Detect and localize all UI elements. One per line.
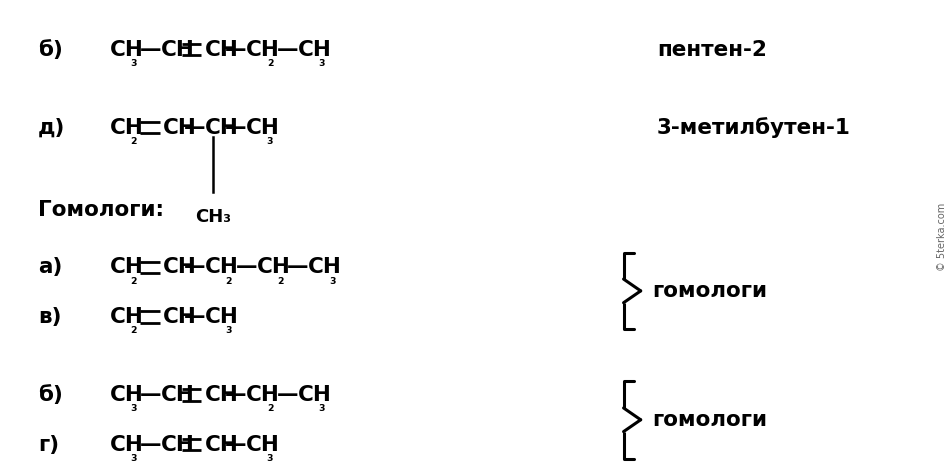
Text: CH: CH — [161, 435, 195, 455]
Text: ₃: ₃ — [319, 54, 325, 69]
Text: CH₃: CH₃ — [195, 208, 231, 226]
Text: Гомологи:: Гомологи: — [38, 201, 164, 220]
Text: гомологи: гомологи — [652, 410, 767, 429]
Text: CH: CH — [298, 385, 332, 405]
Text: пентен-2: пентен-2 — [657, 40, 766, 60]
Text: CH: CH — [163, 118, 197, 138]
Text: б): б) — [38, 40, 63, 60]
Text: CH: CH — [205, 40, 239, 60]
Text: д): д) — [38, 118, 66, 138]
Text: CH: CH — [205, 307, 239, 327]
Text: ₃: ₃ — [267, 132, 273, 147]
Text: —: — — [226, 40, 247, 60]
Text: ₂: ₂ — [130, 132, 136, 147]
Text: —: — — [226, 435, 247, 455]
Text: ₂: ₂ — [226, 272, 231, 287]
Text: ₃: ₃ — [130, 399, 136, 414]
Text: CH: CH — [205, 118, 239, 138]
Text: ₂: ₂ — [267, 399, 273, 414]
Text: гомологи: гомологи — [652, 281, 767, 301]
Text: —: — — [184, 257, 206, 277]
Text: CH: CH — [247, 118, 280, 138]
Text: ₃: ₃ — [130, 449, 136, 464]
Text: ₃: ₃ — [328, 272, 335, 287]
Text: CH: CH — [109, 257, 144, 277]
Text: ₂: ₂ — [130, 321, 136, 336]
Text: —: — — [140, 40, 162, 60]
Text: 3-метилбутен-1: 3-метилбутен-1 — [657, 117, 851, 138]
Text: ₃: ₃ — [267, 449, 273, 464]
Text: CH: CH — [109, 40, 144, 60]
Text: ₂: ₂ — [277, 272, 284, 287]
Text: CH: CH — [109, 385, 144, 405]
Text: © 5terka.com: © 5terka.com — [937, 202, 947, 271]
Text: CH: CH — [247, 385, 280, 405]
Text: a): a) — [38, 257, 63, 277]
Text: CH: CH — [161, 385, 195, 405]
Text: —: — — [277, 385, 299, 405]
Text: ₂: ₂ — [130, 272, 136, 287]
Text: ₂: ₂ — [267, 54, 273, 69]
Text: —: — — [288, 257, 308, 277]
Text: CH: CH — [109, 118, 144, 138]
Text: CH: CH — [247, 435, 280, 455]
Text: CH: CH — [298, 40, 332, 60]
Text: CH: CH — [205, 257, 239, 277]
Text: CH: CH — [161, 40, 195, 60]
Text: CH: CH — [109, 435, 144, 455]
Text: CH: CH — [205, 385, 239, 405]
Text: в): в) — [38, 307, 62, 327]
Text: —: — — [140, 435, 162, 455]
Text: —: — — [184, 307, 206, 327]
Text: CH: CH — [256, 257, 290, 277]
Text: —: — — [184, 118, 206, 138]
Text: ₃: ₃ — [319, 399, 325, 414]
Text: CH: CH — [163, 307, 197, 327]
Text: г): г) — [38, 435, 59, 455]
Text: —: — — [140, 385, 162, 405]
Text: б): б) — [38, 385, 63, 405]
Text: CH: CH — [308, 257, 342, 277]
Text: ₃: ₃ — [130, 54, 136, 69]
Text: CH: CH — [109, 307, 144, 327]
Text: —: — — [235, 257, 257, 277]
Text: CH: CH — [247, 40, 280, 60]
Text: ₃: ₃ — [226, 321, 231, 336]
Text: —: — — [226, 118, 247, 138]
Text: CH: CH — [163, 257, 197, 277]
Text: CH: CH — [205, 435, 239, 455]
Text: —: — — [226, 385, 247, 405]
Text: —: — — [277, 40, 299, 60]
